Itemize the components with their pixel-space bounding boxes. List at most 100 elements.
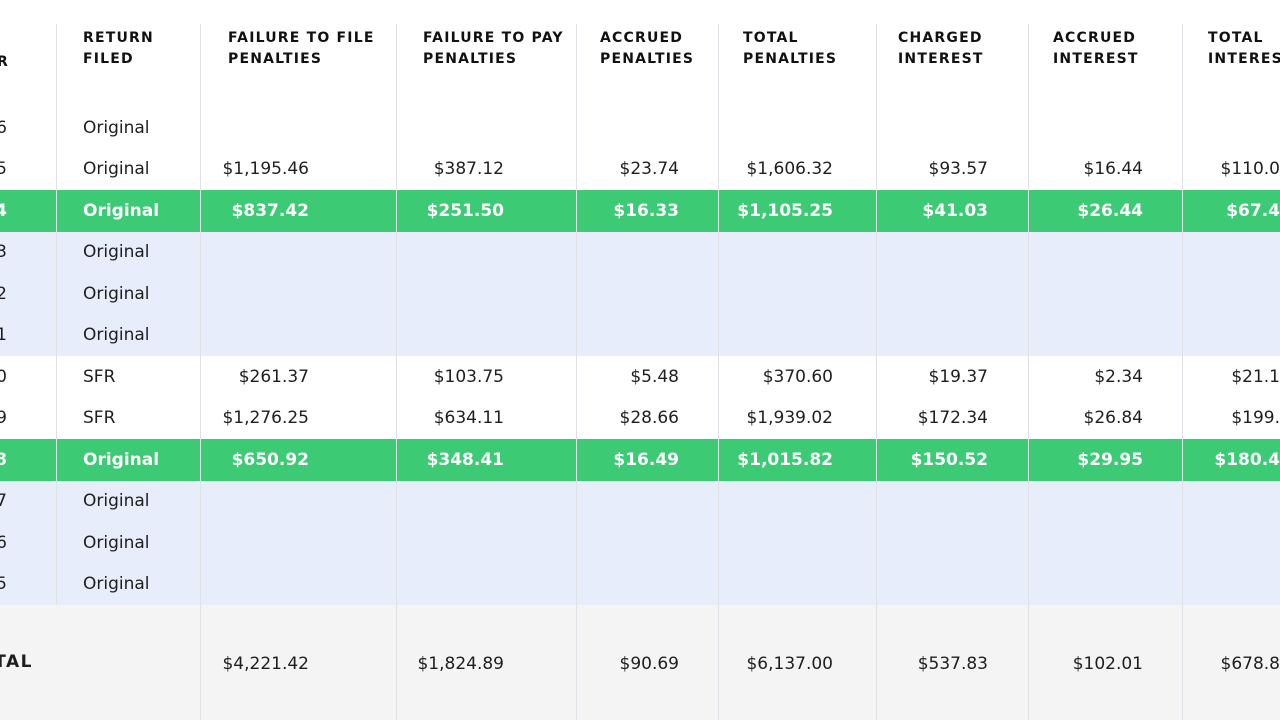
header-line: PENALTIES <box>743 51 838 67</box>
year-cell: 5 <box>0 574 7 595</box>
header-line: CHARGED <box>898 30 983 46</box>
row-background <box>0 397 1280 439</box>
column-header: TOTAL PENALTIES <box>743 28 837 70</box>
year-cell: 5 <box>0 159 7 180</box>
amount-cell: $16.49 <box>613 449 679 470</box>
filed-cell: Original <box>83 532 150 553</box>
amount-cell: $29.95 <box>1077 449 1143 470</box>
amount-cell: $2.34 <box>1094 366 1143 387</box>
column-header: ACCRUED PENALTIES <box>600 28 694 70</box>
header-line: INTEREST <box>898 51 984 67</box>
filed-cell: Original <box>83 325 150 346</box>
row-background <box>0 107 1280 149</box>
year-cell: 0 <box>0 366 7 387</box>
year-cell: 1 <box>0 325 7 346</box>
amount-cell: $837.42 <box>231 200 309 221</box>
amount-cell: $150.52 <box>910 449 988 470</box>
filed-cell: Original <box>83 491 150 512</box>
row-background <box>0 439 1280 481</box>
column-divider <box>876 24 877 720</box>
amount-cell: $41.03 <box>922 200 988 221</box>
year-cell: 2 <box>0 283 7 304</box>
amount-cell: $1,824.89 <box>417 653 504 674</box>
filed-cell: SFR <box>83 366 116 387</box>
row-background <box>0 314 1280 356</box>
row-background <box>0 190 1280 232</box>
filed-cell: Original <box>83 117 150 138</box>
row-background <box>0 231 1280 273</box>
amount-cell: $251.50 <box>426 200 504 221</box>
amount-cell: $21.1 <box>1231 366 1280 387</box>
amount-cell: $90.69 <box>619 653 679 674</box>
amount-cell: $28.66 <box>619 408 679 429</box>
header-line: FILED <box>83 51 134 67</box>
amount-cell: $110.0 <box>1220 159 1280 180</box>
row-background <box>0 522 1280 564</box>
header-line: PENALTIES <box>600 51 695 67</box>
column-divider <box>200 24 201 720</box>
header-line: ACCRUED <box>600 30 684 46</box>
amount-cell: $1,276.25 <box>222 408 309 429</box>
column-divider <box>1028 24 1029 720</box>
filed-cell: Original <box>83 449 160 470</box>
amount-cell: $93.57 <box>928 159 988 180</box>
column-header: ACCRUED INTEREST <box>1053 28 1139 70</box>
year-cell: 9 <box>0 408 7 429</box>
year-cell: 6 <box>0 117 7 138</box>
header-line: FAILURE TO PAY <box>423 30 564 46</box>
row-background <box>0 563 1280 605</box>
amount-cell: $16.33 <box>613 200 679 221</box>
amount-cell: $102.01 <box>1072 653 1143 674</box>
amount-cell: $650.92 <box>231 449 309 470</box>
filed-cell: Original <box>83 283 150 304</box>
column-divider <box>396 24 397 720</box>
amount-cell: $26.44 <box>1077 200 1143 221</box>
header-line: TOTAL <box>1208 30 1264 46</box>
header-line: PENALTIES <box>228 51 323 67</box>
amount-cell: $1,105.25 <box>737 200 833 221</box>
amount-cell: $67.4 <box>1226 200 1280 221</box>
row-background <box>0 148 1280 190</box>
amount-cell: $199. <box>1231 408 1280 429</box>
filed-cell: SFR <box>83 408 116 429</box>
column-divider <box>576 24 577 720</box>
year-cell: 3 <box>0 242 7 263</box>
header-line: TOTAL <box>743 30 799 46</box>
amount-cell: $370.60 <box>762 366 833 387</box>
row-background <box>0 480 1280 522</box>
header-line: INTERES <box>1208 51 1280 67</box>
column-header: RETURN FILED <box>83 28 154 70</box>
header-line: INTEREST <box>1053 51 1139 67</box>
filed-cell: Original <box>83 200 160 221</box>
year-cell: TAL <box>0 651 33 672</box>
amount-cell: $180.4 <box>1214 449 1280 470</box>
header-line: FAILURE TO FILE <box>228 30 375 46</box>
amount-cell: $23.74 <box>619 159 679 180</box>
amount-cell: $387.12 <box>433 159 504 180</box>
header-line: ACCRUED <box>1053 30 1137 46</box>
amount-cell: $16.44 <box>1083 159 1143 180</box>
amount-cell: $26.84 <box>1083 408 1143 429</box>
amount-cell: $4,221.42 <box>222 653 309 674</box>
amount-cell: $261.37 <box>238 366 309 387</box>
row-background <box>0 273 1280 315</box>
year-cell: 4 <box>0 200 7 221</box>
column-header: TOTAL INTERES <box>1208 28 1280 70</box>
total-background <box>0 605 1280 720</box>
filed-cell: Original <box>83 159 150 180</box>
column-divider <box>1182 24 1183 720</box>
amount-cell: $6,137.00 <box>746 653 833 674</box>
row-background <box>0 356 1280 398</box>
amount-cell: $5.48 <box>630 366 679 387</box>
year-cell: 7 <box>0 491 7 512</box>
amount-cell: $348.41 <box>426 449 504 470</box>
column-header: FAILURE TO PAY PENALTIES <box>423 28 564 70</box>
header-line: RETURN <box>83 30 154 46</box>
year-cell: 8 <box>0 449 7 470</box>
amount-cell: $172.34 <box>917 408 988 429</box>
header-line: PENALTIES <box>423 51 518 67</box>
column-divider <box>718 24 719 720</box>
amount-cell: $678.8 <box>1220 653 1280 674</box>
amount-cell: $1,606.32 <box>746 159 833 180</box>
